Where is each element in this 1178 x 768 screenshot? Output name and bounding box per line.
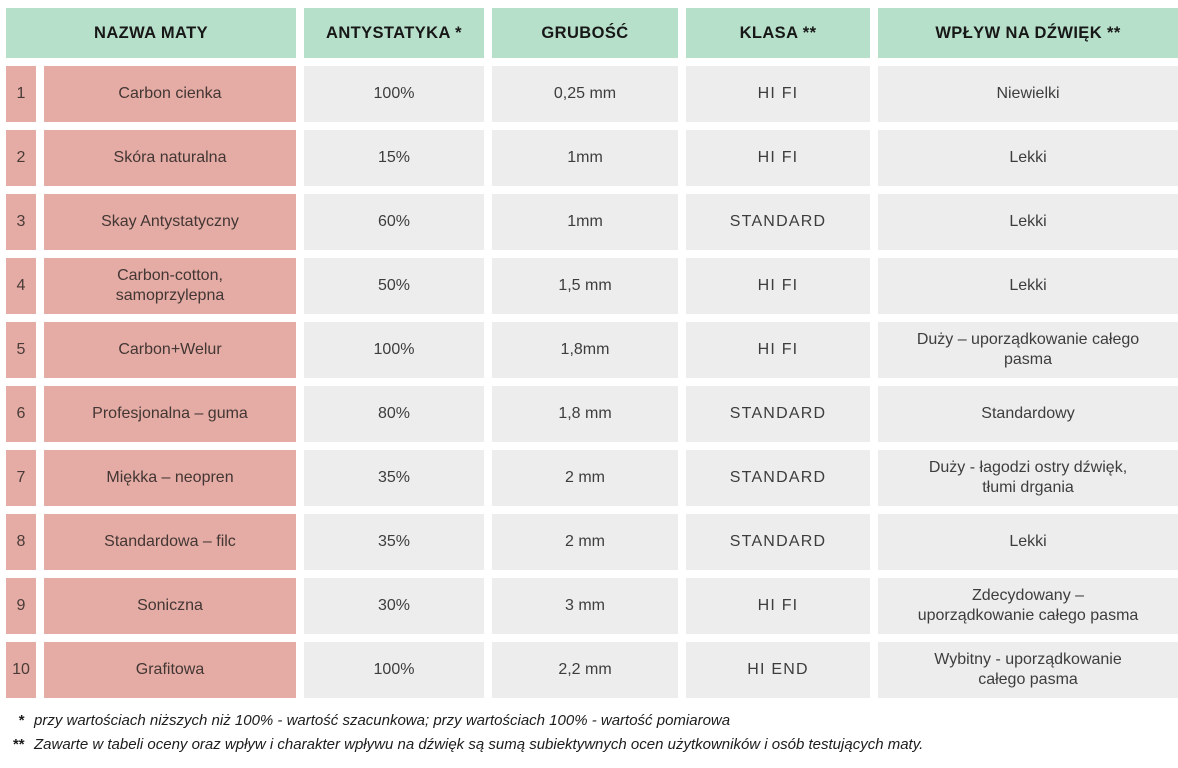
column-header-name: NAZWA MATY [6,8,296,58]
class-value: STANDARD [686,194,870,250]
thickness-value: 3 mm [492,578,678,634]
sound-impact-value: Wybitny - uporządkowanie całego pasma [878,642,1178,698]
thickness-value: 1,8mm [492,322,678,378]
mat-name: Miękka – neopren [44,450,296,506]
mat-name: Skay Antystatyczny [44,194,296,250]
sound-impact-value: Standardowy [878,386,1178,442]
antistatic-value: 50% [304,258,484,314]
sound-impact-value: Lekki [878,194,1178,250]
row-number: 10 [6,642,36,698]
class-value: HI END [686,642,870,698]
class-value: HI FI [686,130,870,186]
thickness-value: 2 mm [492,450,678,506]
thickness-value: 1,8 mm [492,386,678,442]
antistatic-value: 100% [304,642,484,698]
antistatic-value: 35% [304,450,484,506]
row-number: 8 [6,514,36,570]
antistatic-value: 80% [304,386,484,442]
sound-impact-value: Lekki [878,514,1178,570]
class-value: HI FI [686,66,870,122]
row-number: 7 [6,450,36,506]
row-number: 9 [6,578,36,634]
mat-name: Standardowa – filc [44,514,296,570]
sound-impact-value: Duży - łagodzi ostry dźwięk, tłumi drgan… [878,450,1178,506]
class-value: STANDARD [686,386,870,442]
mat-name: Soniczna [44,578,296,634]
row-number: 3 [6,194,36,250]
footnote-marker: ** [12,736,24,753]
row-number: 5 [6,322,36,378]
footnotes: * przy wartościach niższych niż 100% - w… [0,712,1178,753]
sound-impact-value: Niewielki [878,66,1178,122]
footnote-marker: * [18,712,24,729]
class-value: HI FI [686,578,870,634]
class-value: HI FI [686,322,870,378]
row-number: 4 [6,258,36,314]
thickness-value: 1,5 mm [492,258,678,314]
thickness-value: 1mm [492,194,678,250]
thickness-value: 1mm [492,130,678,186]
column-header-sound: WPŁYW NA DŹWIĘK ** [878,8,1178,58]
mat-name: Skóra naturalna [44,130,296,186]
antistatic-value: 60% [304,194,484,250]
column-header-class: KLASA ** [686,8,870,58]
footnote-text: Zawarte w tabeli oceny oraz wpływ i char… [34,736,924,753]
class-value: HI FI [686,258,870,314]
column-header-thickness: GRUBOŚĆ [492,8,678,58]
thickness-value: 2,2 mm [492,642,678,698]
mats-comparison-table: NAZWA MATY ANTYSTATYKA * GRUBOŚĆ KLASA *… [6,8,1178,698]
mat-name: Carbon-cotton, samoprzylepna [44,258,296,314]
sound-impact-value: Lekki [878,258,1178,314]
thickness-value: 2 mm [492,514,678,570]
antistatic-value: 100% [304,66,484,122]
row-number: 2 [6,130,36,186]
sound-impact-value: Lekki [878,130,1178,186]
mat-name: Carbon cienka [44,66,296,122]
footnote-text: przy wartościach niższych niż 100% - war… [34,712,731,729]
sound-impact-value: Zdecydowany – uporządkowanie całego pasm… [878,578,1178,634]
row-number: 6 [6,386,36,442]
mat-name: Grafitowa [44,642,296,698]
footnote-ratings: ** Zawarte w tabeli oceny oraz wpływ i c… [0,736,1178,753]
mat-name: Profesjonalna – guma [44,386,296,442]
antistatic-value: 30% [304,578,484,634]
thickness-value: 0,25 mm [492,66,678,122]
class-value: STANDARD [686,514,870,570]
mat-name: Carbon+Welur [44,322,296,378]
sound-impact-value: Duży – uporządkowanie całego pasma [878,322,1178,378]
antistatic-value: 35% [304,514,484,570]
row-number: 1 [6,66,36,122]
antistatic-value: 15% [304,130,484,186]
column-header-antistatic: ANTYSTATYKA * [304,8,484,58]
antistatic-value: 100% [304,322,484,378]
footnote-antistatic: * przy wartościach niższych niż 100% - w… [0,712,1178,729]
class-value: STANDARD [686,450,870,506]
